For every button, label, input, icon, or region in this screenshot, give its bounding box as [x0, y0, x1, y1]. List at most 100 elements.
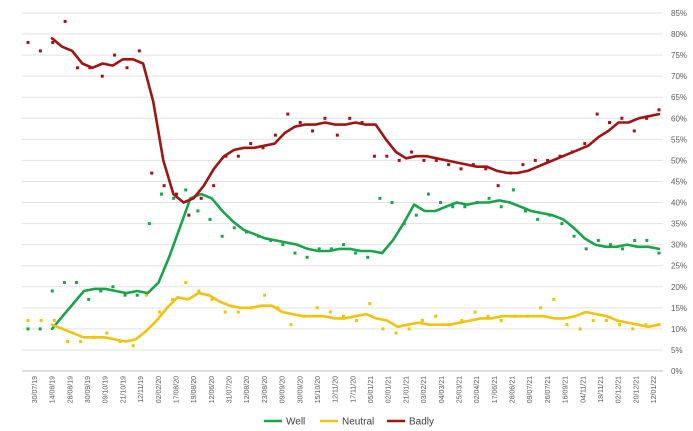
x-tick-label: 12/11/20 — [333, 376, 340, 403]
neutral-data-point — [604, 318, 608, 322]
scatter-points — [26, 19, 661, 348]
neutral-data-point — [420, 318, 424, 322]
badly-data-point — [459, 167, 463, 171]
badly-data-point — [113, 53, 117, 57]
badly-data-point — [298, 121, 302, 125]
neutral-data-point — [26, 318, 30, 322]
well-data-point — [50, 289, 54, 293]
neutral-data-point — [236, 310, 240, 314]
badly-data-point — [422, 158, 426, 162]
well-legend-label: Well — [286, 417, 305, 428]
x-tick-label: 02/12/21 — [616, 376, 623, 403]
x-tick-label: 16/09/21 — [563, 376, 570, 403]
badly-data-point — [447, 163, 451, 167]
neutral-data-point — [381, 327, 385, 331]
badly-data-point — [335, 133, 339, 137]
neutral-data-point — [65, 340, 69, 344]
neutral-data-point — [131, 344, 135, 348]
well-data-point — [366, 255, 370, 259]
well-data-point — [536, 217, 540, 221]
well-data-point — [196, 209, 200, 213]
badly-data-point — [583, 142, 587, 146]
well-data-point — [596, 238, 600, 242]
well-data-point — [305, 255, 309, 259]
x-tick-label: 15/10/20 — [315, 376, 322, 403]
badly-data-point — [410, 150, 414, 154]
badly-data-point — [212, 184, 216, 188]
x-tick-label: 26/07/21 — [545, 376, 552, 403]
badly-data-point — [620, 116, 624, 120]
badly-data-point — [632, 129, 636, 133]
badly-data-point — [51, 40, 55, 44]
badly-data-point — [100, 74, 104, 78]
badly-data-point — [471, 163, 475, 167]
neutral-data-point — [223, 310, 227, 314]
x-tick-label: 09/07/21 — [527, 376, 534, 403]
trend-lines — [50, 36, 661, 343]
neutral-data-point — [263, 293, 267, 297]
neutral-data-point — [289, 323, 293, 327]
badly-data-point — [174, 192, 178, 196]
neutral-data-point — [486, 314, 490, 318]
well-series-line — [50, 192, 661, 331]
well-data-point — [390, 201, 394, 205]
x-tick-label: 09/10/19 — [103, 376, 110, 403]
y-axis-ticks: 0% 5% 10% 15% 20% 25% 30% 35% 40% 45% 50% 55% 60% 65%… — [671, 9, 687, 376]
y-tick-label: 65% — [671, 93, 687, 102]
neutral-data-point — [565, 323, 569, 327]
neutral-data-point — [144, 293, 148, 297]
y-tick-label: 50% — [671, 156, 687, 165]
x-axis-ticks: 30/07/19 14/08/19 28/08/19 30/09/19 09/10/19… — [32, 376, 658, 403]
well-data-point — [99, 289, 103, 293]
well-data-point — [75, 281, 79, 285]
neutral-data-point — [368, 302, 372, 306]
badly-data-point — [26, 40, 30, 44]
y-tick-label: 10% — [671, 325, 687, 334]
neutral-data-point — [184, 281, 188, 285]
badly-data-point — [645, 116, 649, 120]
neutral-data-point — [578, 327, 582, 331]
badly-data-point — [496, 184, 500, 188]
x-tick-label: 17/11/20 — [350, 376, 357, 403]
neutral-legend-label: Neutral — [342, 417, 374, 428]
well-data-point — [281, 243, 285, 247]
x-tick-label: 02/04/21 — [474, 376, 481, 403]
neutral-data-point — [197, 289, 201, 293]
x-tick-label: 05/01/21 — [368, 376, 375, 403]
badly-data-point — [360, 121, 364, 125]
well-data-point — [511, 188, 515, 192]
well-data-point — [232, 226, 236, 230]
x-tick-label: 02/02/20 — [156, 376, 163, 403]
well-data-point — [633, 238, 637, 242]
x-tick-label: 20/12/21 — [633, 376, 640, 403]
y-tick-label: 20% — [671, 283, 687, 292]
badly-data-point — [372, 154, 376, 158]
badly-data-point — [657, 108, 661, 112]
neutral-data-point — [171, 297, 175, 301]
badly-data-point — [348, 116, 352, 120]
y-tick-label: 75% — [671, 51, 687, 60]
badly-data-point — [236, 154, 240, 158]
badly-data-point — [125, 66, 129, 70]
badly-data-point — [137, 49, 141, 53]
badly-data-point — [521, 163, 525, 167]
well-data-point — [560, 222, 564, 226]
neutral-data-point — [355, 318, 359, 322]
badly-data-point — [397, 158, 401, 162]
neutral-data-point — [618, 323, 622, 327]
well-data-point — [657, 251, 661, 255]
x-tick-label: 28/08/19 — [67, 376, 74, 403]
x-tick-label: 18/11/21 — [598, 376, 605, 403]
badly-data-point — [311, 129, 315, 133]
neutral-data-point — [394, 331, 398, 335]
neutral-data-point — [328, 310, 332, 314]
y-tick-label: 5% — [671, 346, 683, 355]
badly-data-point — [261, 146, 265, 150]
well-data-point — [378, 196, 382, 200]
well-data-point — [87, 297, 91, 301]
badly-data-point — [533, 158, 537, 162]
well-data-point — [184, 188, 188, 192]
x-tick-label: 14/08/19 — [50, 376, 57, 403]
well-data-point — [354, 251, 358, 255]
